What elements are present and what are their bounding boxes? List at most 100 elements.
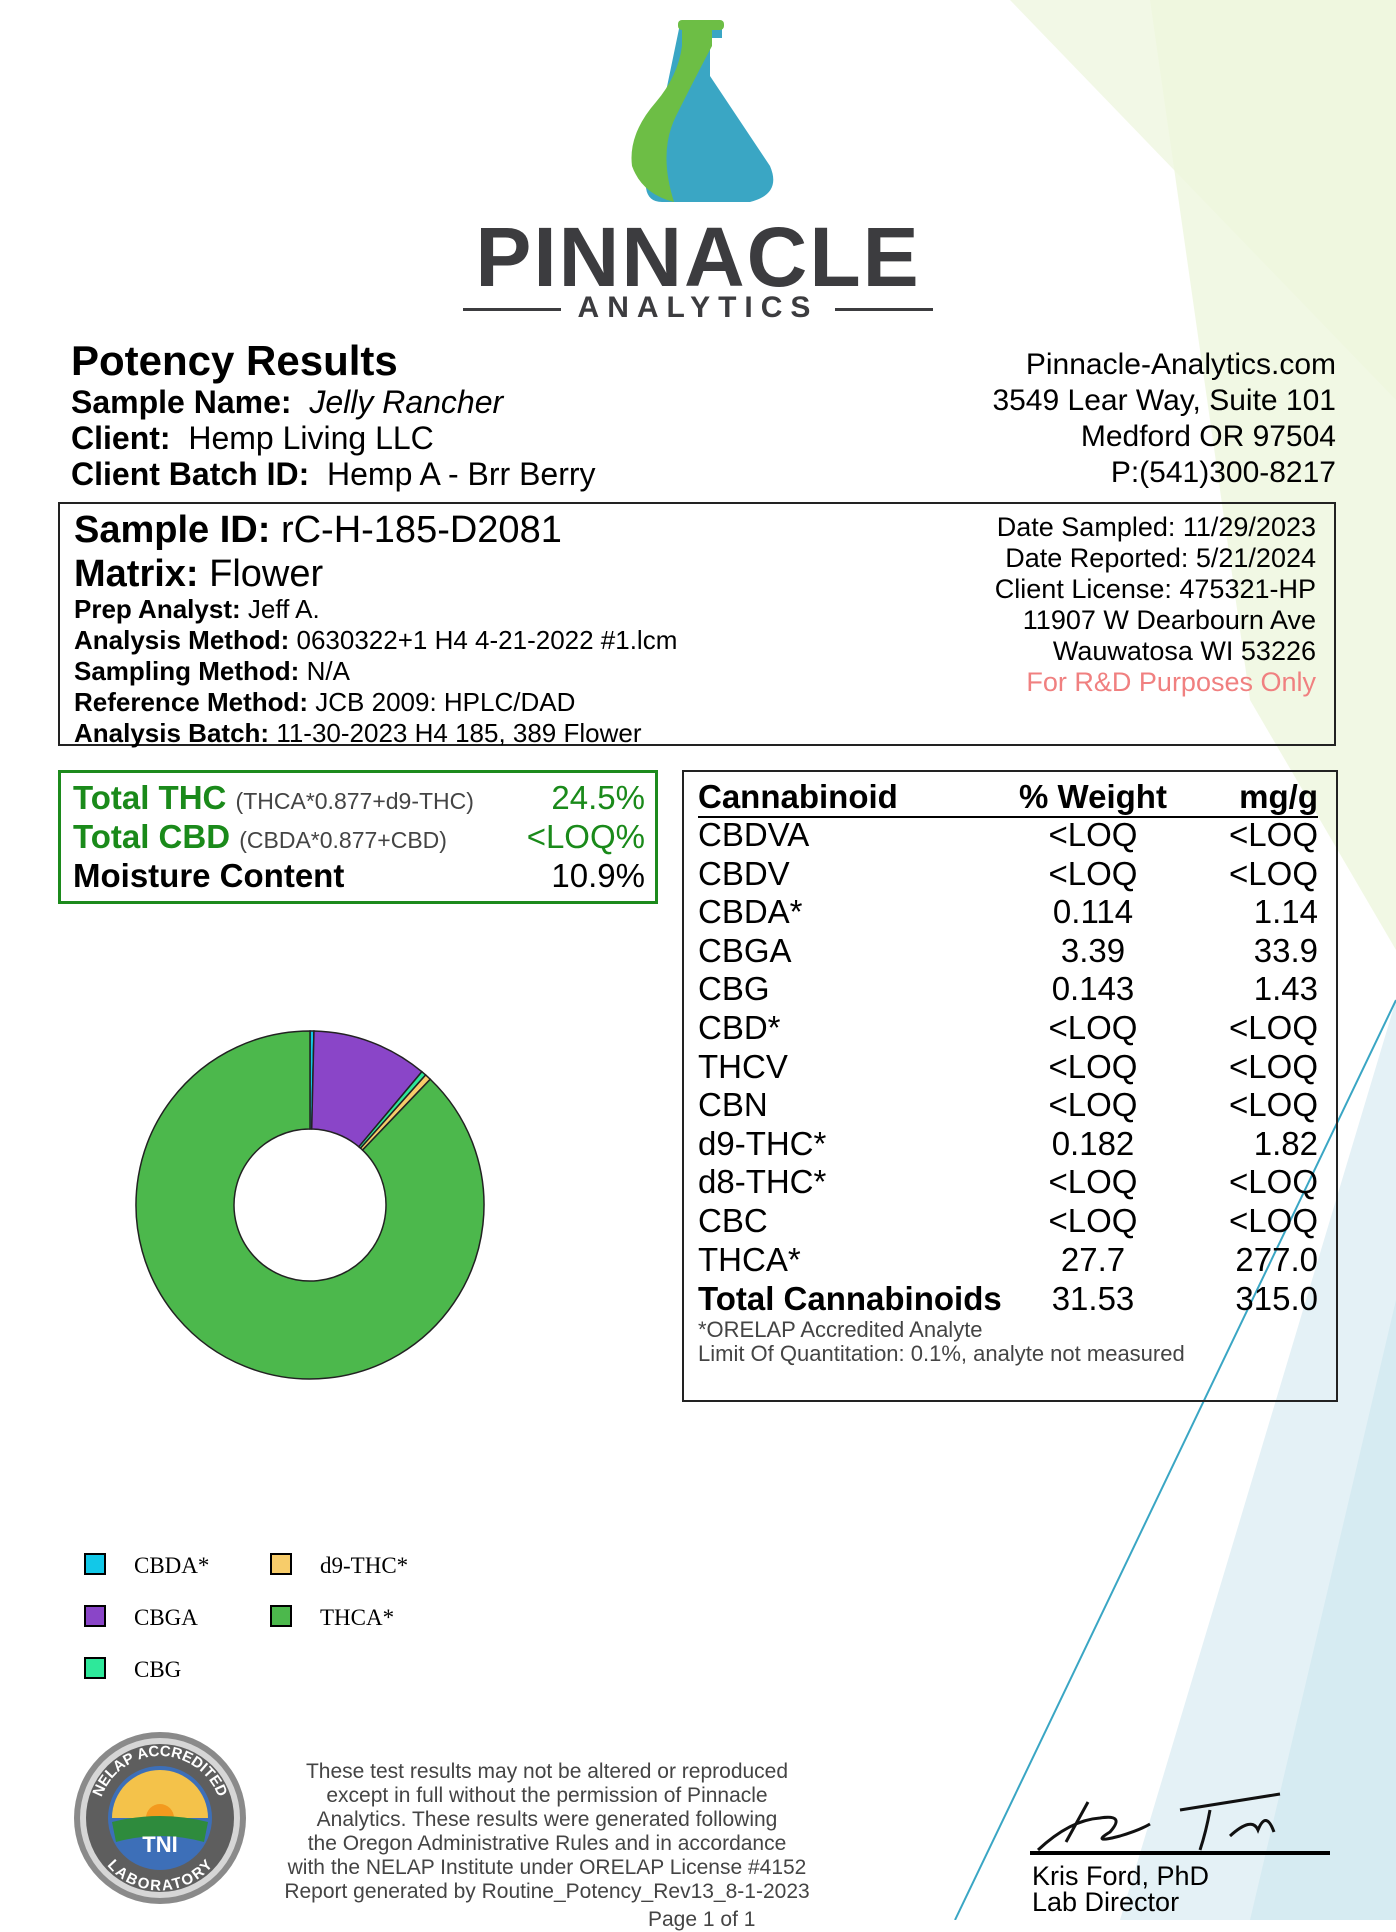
analysis-batch-value: 11-30-2023 H4 185, 389 Flower [276, 718, 642, 748]
table-row: CBDVA <LOQ <LOQ [698, 816, 1318, 854]
mg-value: <LOQ [1229, 1086, 1318, 1124]
total-cannabinoids-label: Total Cannabinoids [698, 1280, 1002, 1317]
logo-flask-icon [600, 16, 800, 206]
total-cbd-formula: (CBDA*0.877+CBD) [239, 827, 447, 853]
cannabinoid-name: d9-THC* [698, 1124, 827, 1162]
total-cannabinoids-weight: 31.53 [1051, 1280, 1135, 1317]
weight-value: <LOQ [1048, 1163, 1138, 1201]
total-cbd-row: Total CBD (CBDA*0.877+CBD) <LOQ% [73, 818, 645, 856]
reference-method-value: JCB 2009: HPLC/DAD [315, 687, 576, 717]
matrix-value: Flower [209, 553, 324, 595]
weight-value: <LOQ [1048, 1009, 1138, 1046]
cannabinoid-name: THCV [698, 1047, 788, 1085]
weight-value: 0.114 [1052, 893, 1134, 931]
weight-value: 0.182 [1051, 1124, 1135, 1162]
total-cannabinoids-row: Total Cannabinoids 31.53 315.0 [698, 1280, 1318, 1318]
table-row: CBN <LOQ <LOQ [698, 1086, 1318, 1124]
weight-value: <LOQ [1048, 1202, 1138, 1239]
lab-phone: P:(541)300-8217 [1110, 456, 1336, 489]
weight-value: <LOQ [1048, 816, 1138, 853]
lab-address-1: 3549 Lear Way, Suite 101 [992, 384, 1336, 417]
cannabinoid-name: CBD* [698, 1009, 781, 1046]
disclaimer-line: with the NELAP Institute under ORELAP Li… [287, 1856, 807, 1879]
donut-slice-thca [135, 1030, 485, 1380]
mg-value: <LOQ [1229, 816, 1318, 853]
seal-center-text: TNI [142, 1832, 177, 1857]
sampling-method-line: Sampling Method: N/A [74, 656, 350, 687]
logo-subtitle-text: ANALYTICS [577, 291, 819, 324]
disclaimer-line: except in full without the permission of… [326, 1784, 768, 1807]
signer-title: Lab Director [1032, 1887, 1180, 1917]
cannabinoid-name: d8-THC* [698, 1163, 827, 1201]
table-row: CBDA* 0.114 1.14 [698, 893, 1318, 931]
legend-label-thca: THCA* [320, 1605, 395, 1630]
disclaimer-line: Report generated by Routine_Potency_Rev1… [284, 1880, 810, 1903]
mg-value: 1.82 [1253, 1124, 1318, 1162]
analysis-method-line: Analysis Method: 0630322+1 H4 4-21-2022 … [74, 625, 677, 656]
cannabinoid-name: CBDVA [698, 816, 810, 853]
mg-value: 33.9 [1253, 931, 1318, 969]
total-thc-formula: (THCA*0.877+d9-THC) [235, 788, 474, 814]
page-number: Page 1 of 1 [648, 1908, 756, 1931]
logo-subtitle: ANALYTICS [463, 290, 933, 326]
analysis-batch-line: Analysis Batch: 11-30-2023 H4 185, 389 F… [74, 718, 642, 749]
table-row: CBGA 3.39 33.9 [698, 932, 1318, 970]
analysis-method-value: 0630322+1 H4 4-21-2022 #1.lcm [296, 625, 678, 655]
table-row: d9-THC* 0.182 1.82 [698, 1125, 1318, 1163]
header-weight: % Weight [1019, 778, 1167, 815]
moisture-label: Moisture Content [73, 857, 345, 894]
client-address-1: 11907 W Dearbourn Ave [1022, 605, 1316, 635]
footnote-orelap: *ORELAP Accredited Analyte [698, 1317, 983, 1342]
prep-analyst-value: Jeff A. [247, 594, 320, 624]
table-row: THCV <LOQ <LOQ [698, 1048, 1318, 1086]
sample-name-value: Jelly Rancher [309, 384, 504, 420]
client-address-2: Wauwatosa WI 53226 [1052, 636, 1316, 666]
header-mg: mg/g [1239, 778, 1318, 815]
legend-label-cbg: CBG [134, 1657, 182, 1682]
legend-swatch-thca [270, 1605, 292, 1627]
nelap-seal-icon: TNI NELAP ACCREDITED LABORATORY [74, 1732, 246, 1904]
table-row: CBD* <LOQ <LOQ [698, 1009, 1318, 1047]
client-label: Client: [71, 420, 171, 456]
total-thc-label-group: Total THC (THCA*0.877+d9-THC) [73, 779, 474, 817]
total-thc-row: Total THC (THCA*0.877+d9-THC) 24.5% [73, 779, 645, 817]
signer-name: Kris Ford, PhD [1032, 1861, 1210, 1891]
cannabinoid-name: CBDA* [698, 893, 803, 931]
cannabinoid-name: CBN [698, 1086, 768, 1124]
client-license: Client License: 475321-HP [994, 574, 1316, 604]
weight-value: 27.7 [1060, 1240, 1126, 1278]
cannabinoid-name: CBG [698, 970, 770, 1008]
rd-notice: For R&D Purposes Only [1026, 667, 1316, 697]
weight-value: <LOQ [1048, 854, 1138, 892]
signature-line [1030, 1851, 1330, 1855]
legend-label-cbga: CBGA [134, 1605, 198, 1630]
legend-swatch-cbg [84, 1657, 106, 1679]
sample-id-line: Sample ID: rC-H-185-D2081 [74, 508, 562, 552]
lab-website: Pinnacle-Analytics.com [1025, 348, 1336, 381]
matrix-line: Matrix: Flower [74, 552, 323, 596]
batch-label: Client Batch ID: [71, 456, 310, 492]
batch-line: Client Batch ID: Hemp A - Brr Berry [71, 456, 596, 492]
total-cbd-label: Total CBD [73, 818, 231, 855]
mg-value: <LOQ [1229, 1163, 1318, 1201]
batch-value: Hemp A - Brr Berry [327, 456, 596, 492]
mg-value: 1.14 [1253, 893, 1318, 931]
header-cannabinoid: Cannabinoid [698, 778, 898, 815]
cannabinoid-table: Cannabinoid % Weight mg/g CBDVA <LOQ <LOQ C… [682, 770, 1338, 1402]
cannabinoid-donut-chart [135, 1030, 485, 1380]
analysis-batch-label: Analysis Batch: [74, 718, 270, 748]
total-cannabinoids-mg: 315.0 [1235, 1280, 1318, 1317]
reference-method-line: Reference Method: JCB 2009: HPLC/DAD [74, 687, 575, 718]
date-reported: Date Reported: 5/21/2024 [1005, 543, 1316, 573]
logo-wordmark: PINNACLE [475, 210, 921, 304]
moisture-value: 10.9% [551, 857, 645, 894]
reference-method-label: Reference Method: [74, 687, 309, 717]
weight-value: <LOQ [1048, 1047, 1138, 1085]
footnote-loq: Limit Of Quantitation: 0.1%, analyte not… [698, 1341, 1185, 1366]
sampling-method-label: Sampling Method: [74, 656, 300, 686]
total-thc-label: Total THC [73, 779, 227, 816]
sample-info-box: Sample ID: rC-H-185-D2081 Matrix: Flower… [58, 502, 1336, 749]
sample-id-value: rC-H-185-D2081 [280, 509, 562, 551]
analysis-method-label: Analysis Method: [74, 625, 290, 655]
cannabinoid-name: THCA* [698, 1240, 801, 1278]
